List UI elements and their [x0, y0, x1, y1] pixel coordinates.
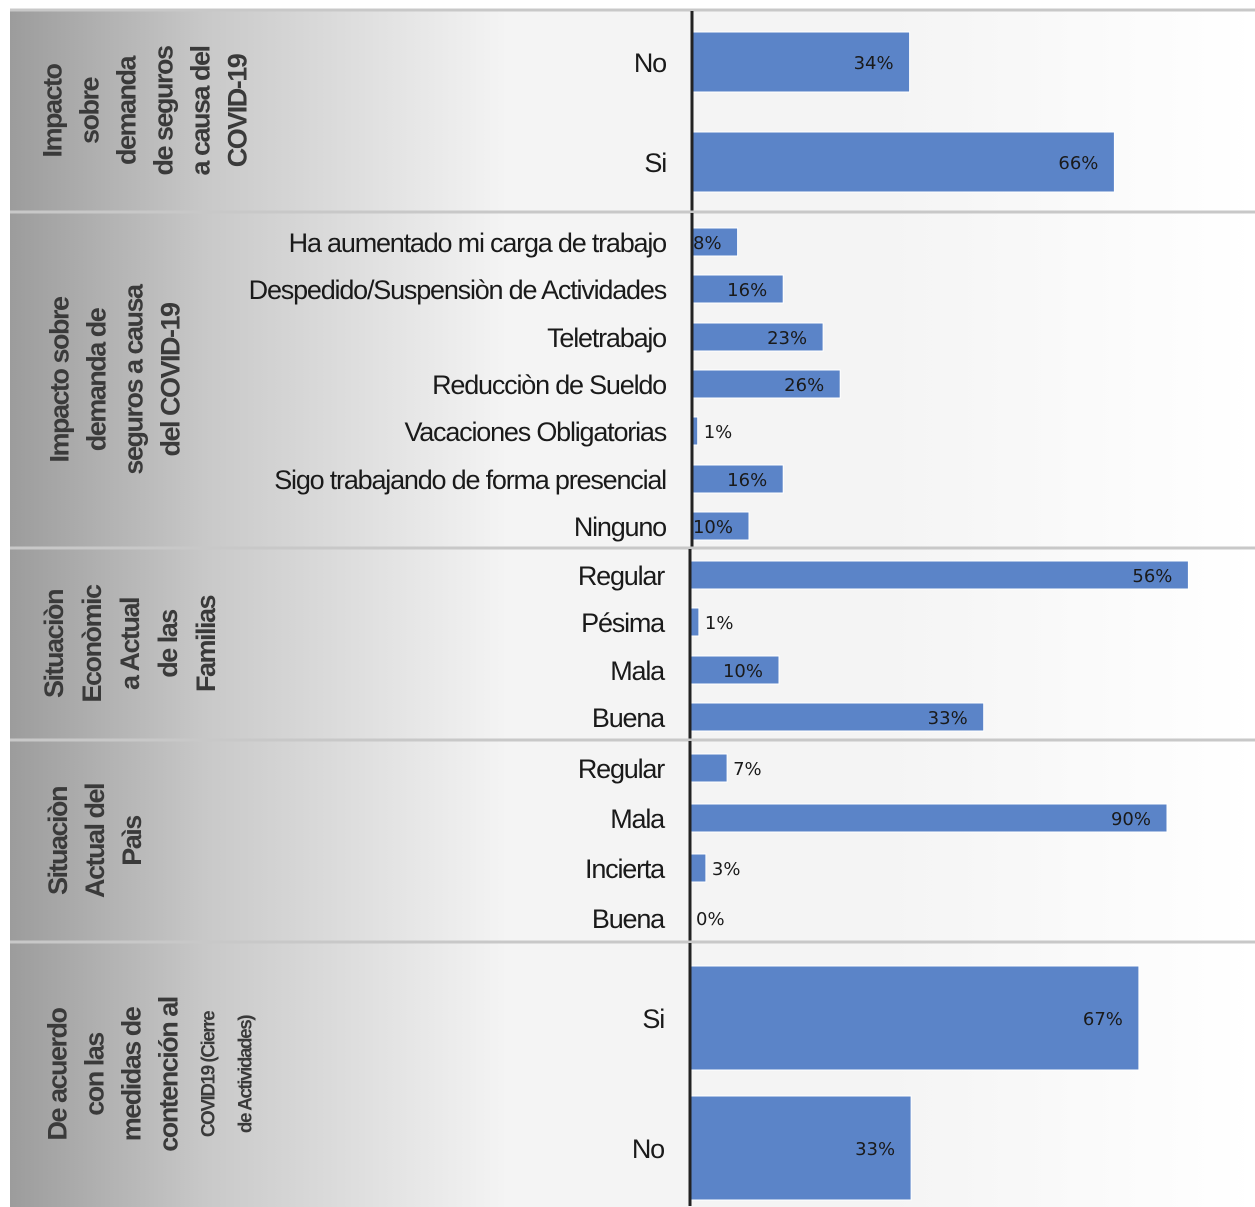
bar	[691, 322, 824, 352]
panel-2: Impacto sobre demanda de seguros a causa de…	[10, 210, 1255, 548]
value-label: 16%	[727, 280, 767, 301]
value-label: 90%	[1111, 809, 1151, 830]
panel-3: Situaciòn Econòmic a Actual de las Familias R…	[10, 546, 1255, 740]
bar	[689, 753, 728, 783]
panel-title-line: demanda	[112, 55, 142, 166]
category-label: Buena	[592, 904, 666, 934]
panel-title-line: del COVID-19	[156, 302, 186, 457]
panel-title-line: de Actividades)	[236, 1015, 257, 1133]
bar	[689, 655, 780, 685]
panel-title-line: demanda de	[82, 307, 112, 451]
panel-title-line: con las	[80, 1033, 110, 1116]
panel-background	[10, 740, 1255, 942]
value-label: 33%	[928, 708, 968, 729]
category-label: Ha aumentado mi carga de trabajo	[289, 228, 667, 258]
category-label: No	[634, 48, 666, 78]
category-label: No	[632, 1134, 664, 1164]
panel-title-line: de seguros	[149, 46, 179, 176]
bar	[689, 853, 707, 883]
category-label: Si	[642, 1004, 664, 1034]
bar	[689, 803, 1168, 833]
value-label: 0%	[696, 909, 725, 930]
category-label: Mala	[610, 656, 666, 686]
value-label: 10%	[723, 661, 763, 682]
panel-4: Situaciòn Actual del Paìs Regular 7% Mala 90% I…	[10, 738, 1255, 942]
category-label: Sigo trabajando de forma presencial	[274, 465, 666, 495]
panel-title: Impacto sobre demanda de seguros a causa de…	[45, 283, 186, 475]
category-label: Ninguno	[574, 512, 666, 542]
panel-title-line: Paìs	[117, 816, 147, 866]
category-label: Reducciòn de Sueldo	[432, 370, 666, 400]
bar	[691, 274, 784, 304]
panel-title-line: Impacto	[38, 63, 68, 157]
panel-title-line: De acuerdo	[43, 1007, 73, 1140]
bar	[691, 227, 739, 257]
panel-title-line: de las	[153, 610, 183, 678]
panel-title-line: seguros a causa	[119, 283, 149, 475]
value-label: 23%	[767, 328, 807, 349]
panel-title: De acuerdo con las medidas de contención al…	[43, 997, 257, 1152]
panel-title-line: COVID19 (Cierre	[199, 1011, 220, 1137]
panel-title-line: sobre	[75, 77, 105, 145]
bar	[691, 464, 784, 494]
category-label: Incierta	[585, 854, 666, 884]
panel-title-line: Actual del	[80, 784, 110, 898]
category-label: Regular	[578, 561, 665, 591]
panel-5: De acuerdo con las medidas de contención al…	[10, 940, 1255, 1207]
category-label: Buena	[592, 703, 666, 733]
bar	[691, 131, 1115, 193]
value-label: 3%	[712, 859, 741, 880]
bar	[691, 369, 841, 399]
panel-title: Situaciòn Actual del Paìs	[43, 784, 147, 898]
value-label: 66%	[1058, 153, 1098, 174]
bar	[689, 702, 985, 732]
category-label: Si	[644, 148, 666, 178]
value-label: 8%	[693, 233, 722, 254]
panel-title-line: Impacto sobre	[45, 296, 75, 463]
panel-title-line: a Actual	[115, 598, 145, 690]
bar	[689, 560, 1189, 590]
value-label: 26%	[784, 375, 824, 396]
value-label: 67%	[1083, 1009, 1123, 1030]
panel-title-line: Familias	[191, 595, 221, 692]
panel-title-line: medidas de	[117, 1006, 147, 1141]
category-label: Vacaciones Obligatorias	[404, 417, 666, 447]
bar	[689, 1095, 912, 1201]
category-label: Teletrabajo	[547, 323, 666, 353]
value-label: 10%	[693, 517, 733, 538]
value-label: 1%	[704, 422, 733, 443]
panel-title-line: COVID-19	[223, 53, 253, 167]
value-label: 7%	[733, 759, 762, 780]
value-label: 16%	[727, 470, 767, 491]
category-label: Regular	[578, 754, 665, 784]
value-label: 34%	[854, 53, 894, 74]
bar	[689, 965, 1140, 1071]
panel-title: Situaciòn Econòmic a Actual de las Familias	[39, 584, 221, 703]
panel-title-line: contención al	[154, 997, 184, 1152]
bar	[691, 511, 750, 541]
panel-title-line: Situaciòn	[43, 787, 73, 895]
category-label: Mala	[610, 804, 666, 834]
panel-title: Impacto sobre demanda de seguros a causa del…	[38, 46, 253, 176]
value-label: 1%	[705, 613, 734, 634]
panel-1: Impacto sobre demanda de seguros a causa del…	[10, 8, 1255, 212]
category-label: Despedido/Suspensiòn de Actividades	[249, 275, 667, 305]
category-label: Pésima	[581, 608, 666, 638]
panel-title-line: Situaciòn	[39, 590, 69, 698]
panel-title-line: a causa del	[186, 46, 216, 175]
panel-background	[10, 212, 1255, 548]
value-label: 33%	[855, 1139, 895, 1160]
value-label: 56%	[1132, 566, 1172, 587]
bar	[691, 31, 911, 93]
panel-title-line: Econòmic	[77, 584, 107, 703]
